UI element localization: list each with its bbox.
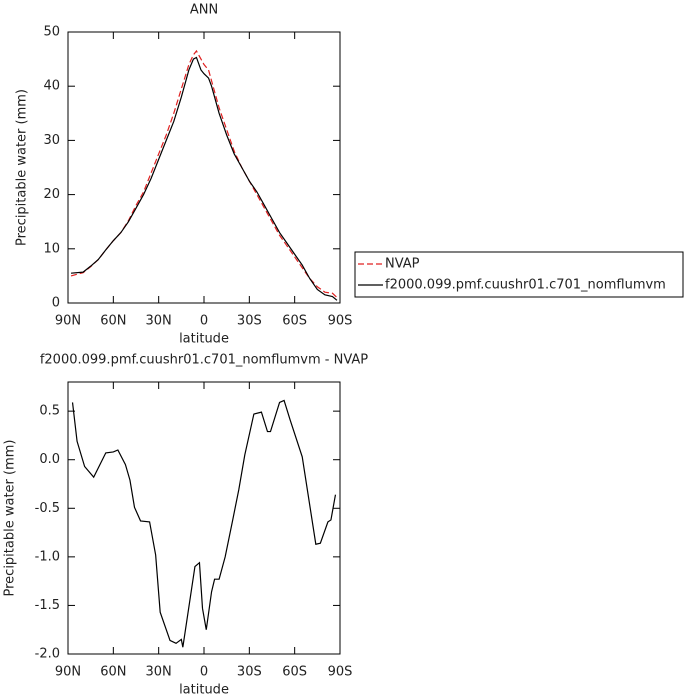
y-tick-label: 50 [43,25,60,40]
y-tick-label: -1.5 [35,598,60,613]
x-axis-label: latitude [179,332,229,347]
x-tick-label: 60N [100,314,126,329]
x-tick-label: 90S [328,314,353,329]
y-axis-label: Precipitable water (mm) [15,89,30,246]
y-axis-label: Precipitable water (mm) [3,440,18,597]
data-line [70,56,338,301]
x-tick-label: 60N [100,665,126,680]
x-tick-label: 0 [200,314,208,329]
x-tick-label: 60S [282,665,307,680]
x-tick-label: 30S [237,665,262,680]
chart-title: ANN [190,3,218,18]
chart-title: f2000.099.pmf.cuushr01.c701_nomflumvm - … [40,353,368,368]
y-tick-label: 30 [43,133,60,148]
legend-box [354,251,684,298]
y-tick-label: 0.5 [39,404,60,419]
y-tick-label: -2.0 [35,647,60,662]
x-axis-label: latitude [179,683,229,698]
data-line [71,399,337,648]
x-tick-label: 60S [282,314,307,329]
plot-frame [67,31,341,304]
plot-frame [67,381,341,655]
x-tick-label: 0 [200,665,208,680]
y-tick-label: 0.0 [39,452,60,467]
x-tick-label: 30S [237,314,262,329]
y-tick-label: 20 [43,187,60,202]
y-tick-label: -0.5 [35,501,60,516]
legend-label: NVAP [385,257,420,272]
x-tick-label: 30N [146,314,172,329]
data-line [70,49,338,299]
y-tick-label: 10 [43,241,60,256]
legend-label: f2000.099.pmf.cuushr01.c701_nomflumvm [385,278,666,293]
y-tick-label: 40 [43,79,60,94]
y-tick-label: -1.0 [35,549,60,564]
x-tick-label: 90N [55,665,81,680]
y-tick-label: 0 [52,296,60,311]
x-tick-label: 90N [55,314,81,329]
x-tick-label: 30N [146,665,172,680]
x-tick-label: 90S [328,665,353,680]
